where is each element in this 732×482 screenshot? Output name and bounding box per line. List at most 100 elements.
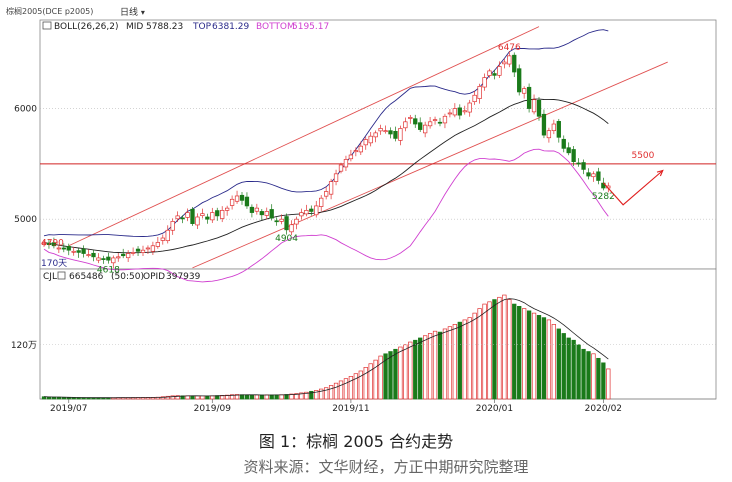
volume-bar	[526, 310, 532, 400]
bottom-label: BOTTOM	[256, 22, 295, 32]
legend-menu-icon[interactable]	[42, 21, 52, 30]
volume-bar	[279, 394, 284, 400]
candle-body	[338, 164, 344, 172]
candle-body	[145, 247, 151, 250]
volume-bar	[324, 387, 329, 400]
volume-bar	[190, 395, 195, 400]
candle-body	[531, 99, 537, 113]
volume-bar	[319, 388, 324, 400]
volume-bar	[244, 394, 250, 400]
chevron-down-icon: ▾	[140, 8, 145, 17]
candle-body	[51, 242, 57, 247]
period-label: 日线	[120, 8, 139, 18]
volume-bar	[338, 380, 344, 400]
candle-body	[457, 107, 462, 116]
candle-body	[388, 130, 393, 135]
candle-body	[507, 55, 512, 65]
volume-bar	[353, 373, 358, 400]
price-axis: 5000 6000	[14, 105, 37, 226]
candle-body	[101, 258, 106, 260]
volume-bar	[521, 308, 527, 400]
candlesticks	[41, 51, 611, 269]
volume-bar	[447, 326, 453, 400]
volume-bar	[551, 324, 556, 400]
volume-bar	[517, 305, 522, 400]
candle-body	[304, 209, 309, 215]
volume-bar	[566, 337, 571, 400]
candle-body	[180, 217, 185, 220]
volume-bar	[581, 348, 586, 400]
candle-body	[512, 54, 517, 73]
volume-tick-label: 120万	[11, 341, 37, 351]
volume-bar	[200, 395, 205, 400]
boll-label: BOLL(26,26,2)	[54, 22, 119, 32]
candle-body	[215, 210, 220, 217]
candle-body	[398, 128, 403, 141]
volume-bar	[289, 393, 294, 400]
volume-bar	[467, 317, 472, 400]
candle-body	[368, 135, 373, 144]
candle-body	[56, 247, 61, 250]
volume-panel	[39, 268, 717, 400]
candle-body	[71, 250, 76, 253]
candle-body	[234, 195, 240, 202]
boll-top-line	[43, 29, 609, 237]
opid-label: OPID	[143, 272, 165, 282]
candle-body	[477, 86, 482, 99]
candle-body	[190, 208, 195, 224]
instrument-name[interactable]: 棕榈2005(DCE p2005)	[6, 7, 94, 16]
volume-ma-curve	[43, 298, 609, 399]
volume-bar	[314, 390, 319, 400]
volume-bar	[427, 333, 433, 400]
candle-body	[591, 173, 596, 178]
candle-body	[244, 196, 250, 207]
candle-body	[259, 211, 264, 216]
mid-label: MID	[126, 22, 143, 32]
date-tick-label: 2019/09	[194, 404, 232, 414]
volume-bar	[56, 396, 61, 400]
candle-body	[561, 138, 566, 149]
price-annotation: 6476	[498, 43, 521, 53]
volume-axis: 120万	[11, 341, 716, 351]
volume-bar	[586, 351, 591, 400]
candle-body	[576, 162, 581, 165]
figure-caption: 图 1：棕榈 2005 合约走势	[258, 432, 454, 451]
candle-body	[229, 198, 235, 206]
volume-bar	[398, 346, 403, 400]
candle-body	[279, 218, 284, 222]
volume-bar	[274, 394, 279, 400]
volume-bar	[423, 335, 428, 400]
trend-channel	[40, 26, 716, 269]
forecast-arrowhead	[656, 169, 664, 177]
cjl-menu-icon[interactable]	[57, 271, 66, 280]
price-annotation: 5282	[592, 192, 615, 202]
volume-ma-line	[43, 298, 609, 399]
candle-body	[130, 252, 136, 254]
candle-body	[200, 213, 205, 217]
volume-bar	[234, 394, 240, 400]
candle-body	[175, 215, 180, 220]
volume-bar	[328, 385, 334, 400]
volume-bar	[195, 395, 200, 400]
volume-bar	[170, 395, 175, 400]
candle-body	[96, 257, 101, 261]
volume-bar	[571, 339, 576, 400]
volume-bar	[160, 396, 165, 400]
candle-body	[492, 73, 497, 76]
volume-bar	[378, 355, 383, 400]
candle-body	[467, 102, 472, 113]
volume-bar	[432, 330, 438, 400]
period-selector[interactable]: 日线 ▾	[120, 5, 145, 18]
candle-body	[521, 88, 527, 94]
candle-body	[170, 221, 175, 231]
candle-body	[76, 250, 81, 253]
volume-bar	[531, 312, 537, 400]
volume-bar	[205, 395, 210, 400]
candle-body	[551, 123, 556, 132]
candle-body	[482, 77, 487, 88]
candle-body	[254, 207, 260, 212]
volume-bar	[437, 331, 443, 400]
volume-bar	[348, 376, 354, 400]
volume-bar	[343, 378, 349, 400]
candle-body	[66, 246, 71, 251]
